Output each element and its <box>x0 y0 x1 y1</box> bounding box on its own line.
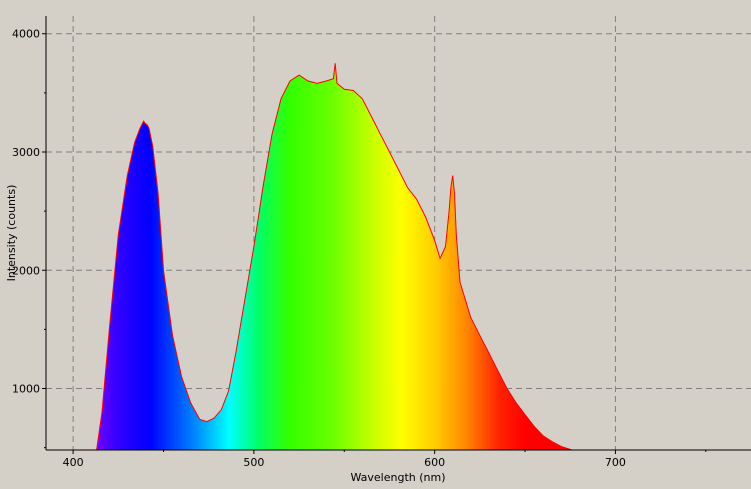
spectrum-area <box>96 63 572 451</box>
y-tick-label: 3000 <box>12 146 40 159</box>
ticks: 400 500 600 700 1000 2000 3000 4000 <box>12 28 707 469</box>
y-axis-label: Intensity (counts) <box>5 185 18 282</box>
x-tick-label: 600 <box>424 456 445 469</box>
y-tick-label: 2000 <box>12 264 40 277</box>
x-axis-label: Wavelength (nm) <box>350 471 445 484</box>
y-tick-label: 4000 <box>12 28 40 41</box>
x-tick-label: 400 <box>63 456 84 469</box>
spectrum-line <box>96 63 573 451</box>
x-tick-label: 700 <box>605 456 626 469</box>
x-tick-label: 500 <box>243 456 264 469</box>
y-tick-label: 1000 <box>12 383 40 396</box>
